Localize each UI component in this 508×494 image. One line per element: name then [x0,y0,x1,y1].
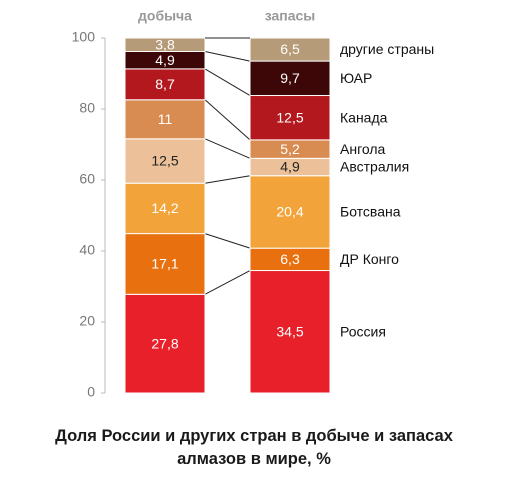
chart: 0 20 40 60 80 100 добыча запасы 27,8 34,5 Россия 17… [72,8,435,400]
value-label: 5,2 [280,141,300,157]
x-tick-label: запасы [265,8,316,24]
bar-segment [124,293,206,394]
legend-label: Канада [340,109,388,125]
legend-label: Ботсвана [340,204,401,220]
value-label: 20,4 [276,204,303,220]
bar-segment [124,182,206,235]
chart-title: Доля России и других стран в добыче и за… [55,427,453,468]
connector [204,99,251,141]
value-label: 17,1 [151,256,178,272]
bar-segment [124,68,206,101]
value-label: 3,8 [155,36,175,52]
y-tick-label: 40 [79,242,95,258]
connector [204,138,251,159]
x-tick-label: добыча [138,8,192,24]
bar-segment [249,270,331,394]
y-tick-label: 80 [79,100,95,116]
bar-segment [249,37,331,62]
value-label: 14,2 [151,200,178,216]
connector [204,270,251,295]
legend-label: другие страны [340,41,434,57]
value-label: 6,5 [280,41,300,57]
value-label: 8,7 [155,76,175,92]
y-tick-label: 20 [79,313,95,329]
legend-label: ДР Конго [340,251,399,267]
value-label: 4,9 [155,52,175,68]
connector [204,68,251,96]
value-label: 27,8 [151,335,178,351]
connector [204,175,251,184]
connector [204,51,251,62]
y-tick-label: 60 [79,171,95,187]
value-label: 11 [158,111,173,127]
y-tick-label: 100 [72,29,96,45]
bar-segment [124,99,206,140]
value-label: 34,5 [276,323,303,339]
bar-segment [124,138,206,184]
legend-label: Австралия [340,159,409,175]
value-label: 12,5 [151,153,178,169]
bar-segment [249,95,331,141]
bar-segment [124,233,206,295]
legend-label: Россия [340,323,386,339]
connector [204,233,251,249]
value-label: 4,9 [280,159,300,175]
legend-label: Ангола [340,141,386,157]
value-label: 6,3 [280,251,300,267]
bar-segment [249,175,331,249]
legend-label: ЮАР [340,70,372,86]
y-tick-label: 0 [87,384,95,400]
value-label: 12,5 [276,109,303,125]
value-label: 9,7 [280,70,300,86]
bar-segment [124,37,206,52]
bar-segment [249,60,331,97]
